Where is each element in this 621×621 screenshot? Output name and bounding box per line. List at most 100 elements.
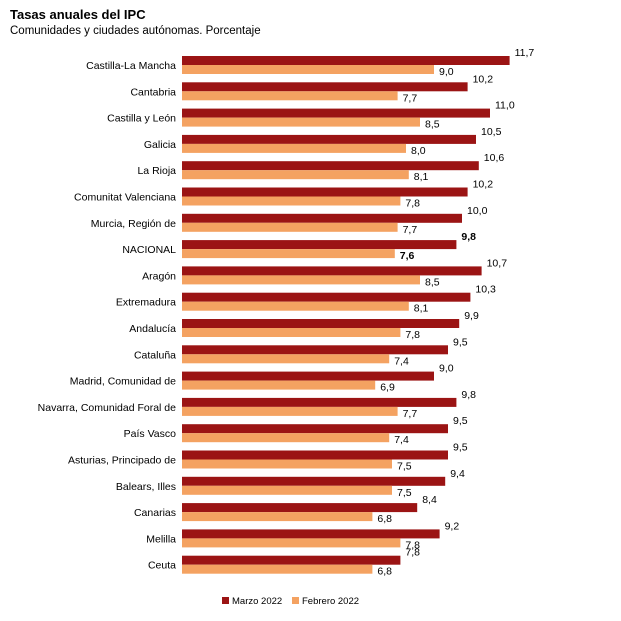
bar-marzo-extremadura [182, 292, 471, 302]
bar-marzo-asturias-principado-de [182, 450, 448, 460]
value-label-marzo-pais-vasco: 9,5 [453, 415, 468, 427]
bar-febrero-extremadura [182, 301, 409, 311]
value-label-febrero-balears-illes: 7,5 [397, 487, 412, 499]
bar-febrero-andalucia [182, 328, 401, 337]
value-label-marzo-galicia: 10,5 [481, 126, 502, 138]
value-label-febrero-madrid-comunidad-de: 6,9 [380, 382, 395, 394]
category-label-extremadura: Extremadura [116, 297, 176, 309]
category-label-cataluna: Cataluña [134, 349, 176, 361]
bar-marzo-navarra-comunidad-foral-de [182, 397, 457, 407]
category-label-madrid-comunidad-de: Madrid, Comunidad de [70, 376, 176, 388]
value-label-marzo-nacional: 9,8 [461, 231, 476, 243]
category-label-asturias-principado-de: Asturias, Principado de [68, 455, 176, 467]
category-label-melilla: Melilla [146, 533, 176, 545]
bar-febrero-balears-illes [182, 485, 392, 495]
value-label-febrero-comunitat-valenciana: 7,8 [405, 198, 420, 210]
value-label-febrero-nacional: 7,6 [400, 250, 415, 262]
bar-marzo-galicia [182, 134, 476, 144]
value-label-febrero-pais-vasco: 7,4 [394, 434, 409, 446]
value-label-marzo-asturias-principado-de: 9,5 [453, 442, 468, 454]
bar-febrero-canarias [182, 512, 373, 522]
bar-marzo-cantabria [182, 82, 468, 92]
category-label-pais-vasco: País Vasco [124, 428, 176, 440]
value-label-febrero-aragon: 8,5 [425, 276, 440, 288]
bar-febrero-murcia-region-de [182, 222, 398, 232]
bar-febrero-comunitat-valenciana [182, 196, 401, 206]
bar-febrero-cataluna [182, 354, 390, 364]
value-label-febrero-extremadura: 8,1 [414, 303, 429, 315]
bar-febrero-galicia [182, 143, 406, 153]
bar-marzo-la-rioja [182, 161, 479, 171]
value-label-marzo-madrid-comunidad-de: 9,0 [439, 363, 454, 375]
category-label-ceuta: Ceuta [148, 560, 176, 572]
category-label-navarra-comunidad-foral-de: Navarra, Comunidad Foral de [38, 402, 176, 414]
bar-febrero-nacional [182, 249, 395, 259]
bar-febrero-pais-vasco [182, 433, 390, 443]
bar-febrero-asturias-principado-de [182, 459, 392, 469]
chart-subtitle: Comunidades y ciudades autónomas. Porcen… [10, 25, 261, 37]
category-label-la-rioja: La Rioja [137, 165, 176, 177]
bar-febrero-castilla-la-mancha [182, 65, 434, 74]
value-label-febrero-castilla-y-leon: 8,5 [425, 119, 440, 131]
legend-swatch-febrero-2022 [292, 597, 299, 604]
bars-layer: Castilla-La Mancha 11,7 9,0 Cantabria 10,2 7,… [38, 47, 535, 578]
value-label-febrero-galicia: 8,0 [411, 145, 426, 157]
bar-marzo-castilla-la-mancha [182, 56, 510, 65]
value-label-marzo-murcia-region-de: 10,0 [467, 205, 488, 217]
category-label-murcia-region-de: Murcia, Región de [91, 218, 176, 230]
category-label-andalucia: Andalucía [129, 323, 176, 335]
value-label-marzo-canarias: 8,4 [422, 494, 437, 506]
category-label-nacional: NACIONAL [122, 244, 176, 256]
bar-febrero-ceuta [182, 564, 373, 574]
bar-marzo-nacional [182, 240, 457, 250]
value-label-marzo-cantabria: 10,2 [473, 73, 494, 85]
value-label-febrero-ceuta: 6,8 [377, 566, 392, 578]
value-label-febrero-melilla: 7,8 [405, 539, 420, 551]
value-label-febrero-asturias-principado-de: 7,5 [397, 461, 412, 473]
value-label-febrero-cataluna: 7,4 [394, 355, 409, 367]
value-label-marzo-castilla-la-mancha: 11,7 [515, 47, 535, 59]
category-label-castilla-y-leon: Castilla y León [107, 113, 176, 125]
bar-febrero-navarra-comunidad-foral-de [182, 406, 398, 416]
value-label-febrero-andalucia: 7,8 [405, 329, 420, 341]
bar-marzo-ceuta [182, 555, 401, 565]
category-label-canarias: Canarias [134, 507, 176, 519]
value-label-febrero-la-rioja: 8,1 [414, 171, 429, 183]
legend-label-marzo-2022: Marzo 2022 [232, 596, 282, 607]
value-label-marzo-navarra-comunidad-foral-de: 9,8 [461, 389, 476, 401]
legend-label-febrero-2022: Febrero 2022 [302, 596, 359, 607]
chart-title: Tasas anuales del IPC [10, 7, 146, 22]
category-label-cantabria: Cantabria [130, 86, 176, 98]
legend-swatch-marzo-2022 [222, 597, 229, 604]
bar-febrero-la-rioja [182, 170, 409, 180]
bar-marzo-cataluna [182, 345, 448, 355]
value-label-marzo-castilla-y-leon: 11,0 [495, 100, 515, 112]
value-label-febrero-castilla-la-mancha: 9,0 [439, 66, 454, 78]
category-label-aragon: Aragón [142, 270, 176, 282]
value-label-marzo-cataluna: 9,5 [453, 336, 468, 348]
category-label-castilla-la-mancha: Castilla-La Mancha [86, 60, 176, 72]
bar-marzo-pais-vasco [182, 424, 448, 434]
value-label-febrero-cantabria: 7,7 [403, 92, 418, 104]
bar-marzo-castilla-y-leon [182, 108, 490, 118]
bar-febrero-castilla-y-leon [182, 117, 420, 127]
bar-febrero-melilla [182, 538, 401, 548]
bar-febrero-cantabria [182, 91, 398, 101]
bar-marzo-andalucia [182, 319, 460, 328]
value-label-marzo-la-rioja: 10,6 [484, 152, 505, 164]
value-label-marzo-extremadura: 10,3 [475, 284, 496, 296]
bar-febrero-aragon [182, 275, 420, 285]
category-label-comunitat-valenciana: Comunitat Valenciana [74, 192, 176, 204]
value-label-marzo-aragon: 10,7 [487, 257, 508, 269]
value-label-marzo-comunitat-valenciana: 10,2 [473, 179, 494, 191]
value-label-febrero-murcia-region-de: 7,7 [403, 224, 418, 236]
bar-marzo-balears-illes [182, 476, 446, 486]
legend: Marzo 2022 Febrero 2022 [222, 596, 359, 607]
bar-febrero-madrid-comunidad-de [182, 380, 376, 390]
bar-marzo-comunitat-valenciana [182, 187, 468, 197]
value-label-marzo-ceuta: 7,8 [405, 547, 420, 559]
value-label-marzo-andalucia: 9,9 [464, 310, 479, 322]
category-label-balears-illes: Balears, Illes [116, 481, 176, 493]
bar-marzo-madrid-comunidad-de [182, 371, 434, 381]
